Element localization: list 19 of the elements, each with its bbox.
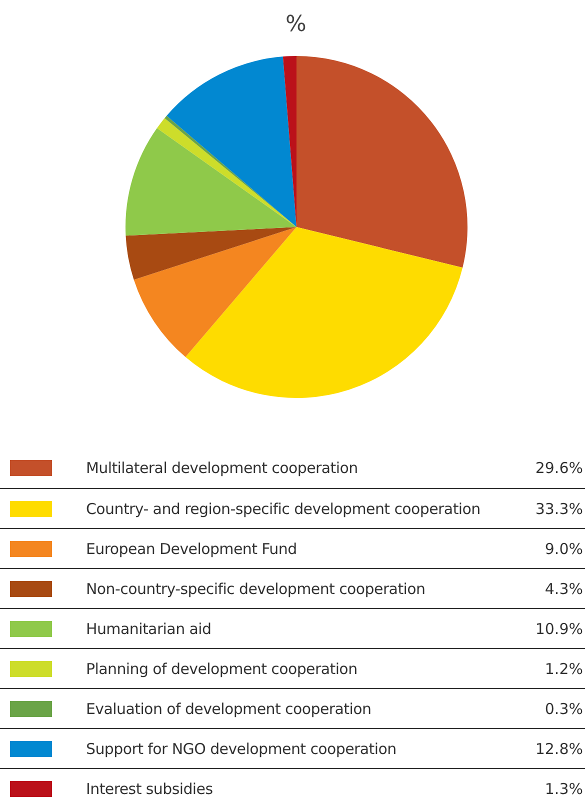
legend-label: European Development Fund [86,540,298,558]
chart-title: % [284,12,308,37]
data-label: 4.3% [544,580,583,598]
data-label: 10.9% [535,620,583,638]
legend-label: Humanitarian aid [86,620,212,638]
data-label: 12.8% [535,740,583,758]
data-label: 1.3% [544,780,583,798]
legend-label: Interest subsidies [86,780,214,798]
legend-label: Multilateral development cooperation [86,459,359,477]
legend-label: Evaluation of development cooperation [86,700,372,718]
data-label: 0.3% [544,700,583,718]
data-label: 9.0% [544,540,583,558]
data-label: 1.2% [544,660,583,678]
data-label: 29.6% [535,459,583,477]
legend-label: Country- and region-specific development cooperation [86,500,482,518]
legend-label: Support for NGO development cooperation [86,740,398,758]
legend-label: Non-country-specific development cooperation [86,580,426,598]
legend-label: Planning of development cooperation [86,660,358,678]
data-label: 33.3% [535,500,583,518]
